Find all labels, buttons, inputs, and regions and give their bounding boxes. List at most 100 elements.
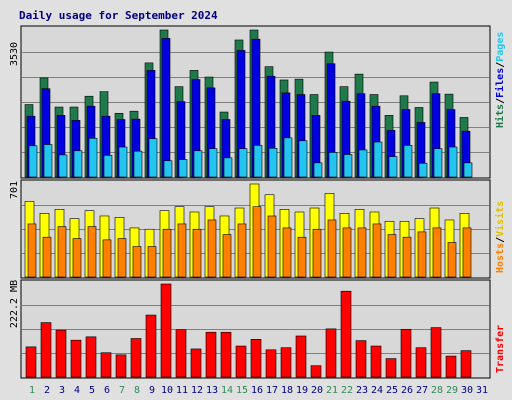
transfer-bar [115,354,127,378]
transfer-bar [145,314,157,378]
pages-bar [433,148,443,178]
separator-3: / [495,237,506,243]
files-bar [161,38,171,178]
transfer-bar [85,336,97,378]
hosts-bar [87,226,97,278]
day-label: 8 [134,385,140,396]
hosts-bar [72,238,82,278]
pages-bar [148,138,158,178]
transfer-bar [205,331,217,378]
hosts-bar [312,228,322,278]
hosts-bar [177,223,187,278]
transfer-bar [340,290,352,378]
pages-bar [28,145,38,178]
day-label: 24 [371,385,383,396]
pages-bar [373,141,383,178]
day-label: 27 [416,385,428,396]
hosts-bar [327,219,337,278]
transfer-bar [100,352,112,378]
hosts-bar [237,223,247,278]
hosts-label: Hosts [495,243,506,273]
pages-bar [388,156,398,178]
day-label: 7 [119,385,125,396]
pages-bar [358,149,368,178]
day-label: 13 [206,385,218,396]
day-label: 2 [44,385,50,396]
pages-bar [343,154,353,178]
pages-bar [208,148,218,178]
day-label: 5 [89,385,95,396]
day-label: 25 [386,385,398,396]
pages-bar [313,162,323,178]
pages-bar [43,144,53,178]
x-tick-labels: 1 2 3 4 5 6 7 8 9 10 11 12 13 14 15 16 17 18 19 20 21 22 23 24 2… [29,385,488,396]
pages-bar [58,154,68,178]
transfer-label: Transfer [495,325,506,373]
day-label: 17 [266,385,278,396]
hosts-bar [27,223,37,278]
hosts-bar [57,226,67,278]
transfer-bar [295,335,307,378]
transfer-bar [430,327,442,378]
hosts-bar [417,231,427,278]
pages-bar [223,157,233,178]
day-label: 30 [461,385,473,396]
hosts-bar [117,238,127,278]
transfer-bar [160,283,172,378]
pages-bar [163,160,173,178]
hosts-bar [42,236,52,278]
transfer-bar [175,329,187,378]
transfer-bar [70,339,82,378]
transfer-bar [220,331,232,378]
day-label: 4 [74,385,80,396]
pages-bar [268,147,278,178]
hits-files-pages-label: Hits/Files/Pages [494,32,506,128]
day-label: 26 [401,385,413,396]
hosts-bar [402,236,412,278]
day-label: 20 [311,385,323,396]
day-label: 11 [176,385,188,396]
pages-bar [193,150,203,178]
day-label: 10 [161,385,173,396]
hosts-bar [267,215,277,278]
day-label: 21 [326,385,338,396]
hosts-bar [342,227,352,278]
visits-label: Visits [494,201,506,237]
pages-bar [118,146,128,178]
hosts-bar [387,234,397,278]
pages-bar [463,162,473,178]
hosts-bar [207,219,217,278]
day-label: 22 [341,385,353,396]
hits-max-label: 3530 [9,42,20,66]
transfer-bar [445,355,457,378]
hosts-bar [252,206,262,278]
transfer-bar [250,339,262,378]
hosts-bar [432,227,442,278]
hosts-bar [222,234,232,278]
transfer-bar [265,349,277,378]
day-label: 14 [221,385,233,396]
separator-2: / [495,62,506,68]
hosts-bar [282,227,292,278]
pages-bar [178,159,188,178]
hosts-bar [162,228,172,278]
hits-label: Hits [494,104,506,128]
transfer-bar [280,347,292,378]
day-label: 19 [296,385,308,396]
hosts-bar [192,228,202,278]
day-label: 16 [251,385,263,396]
pages-bar [283,137,293,178]
day-label: 15 [236,385,248,396]
pages-bar [253,145,263,178]
transfer-bar [25,346,37,378]
pages-bar [328,152,338,178]
day-label: 23 [356,385,368,396]
pages-bar [73,150,83,178]
transfer-bar [355,340,367,378]
transfer-bar [310,365,322,378]
transfer-bar [460,350,472,378]
day-label: 9 [149,385,155,396]
pages-bar [133,150,143,178]
pages-bar [88,137,98,178]
